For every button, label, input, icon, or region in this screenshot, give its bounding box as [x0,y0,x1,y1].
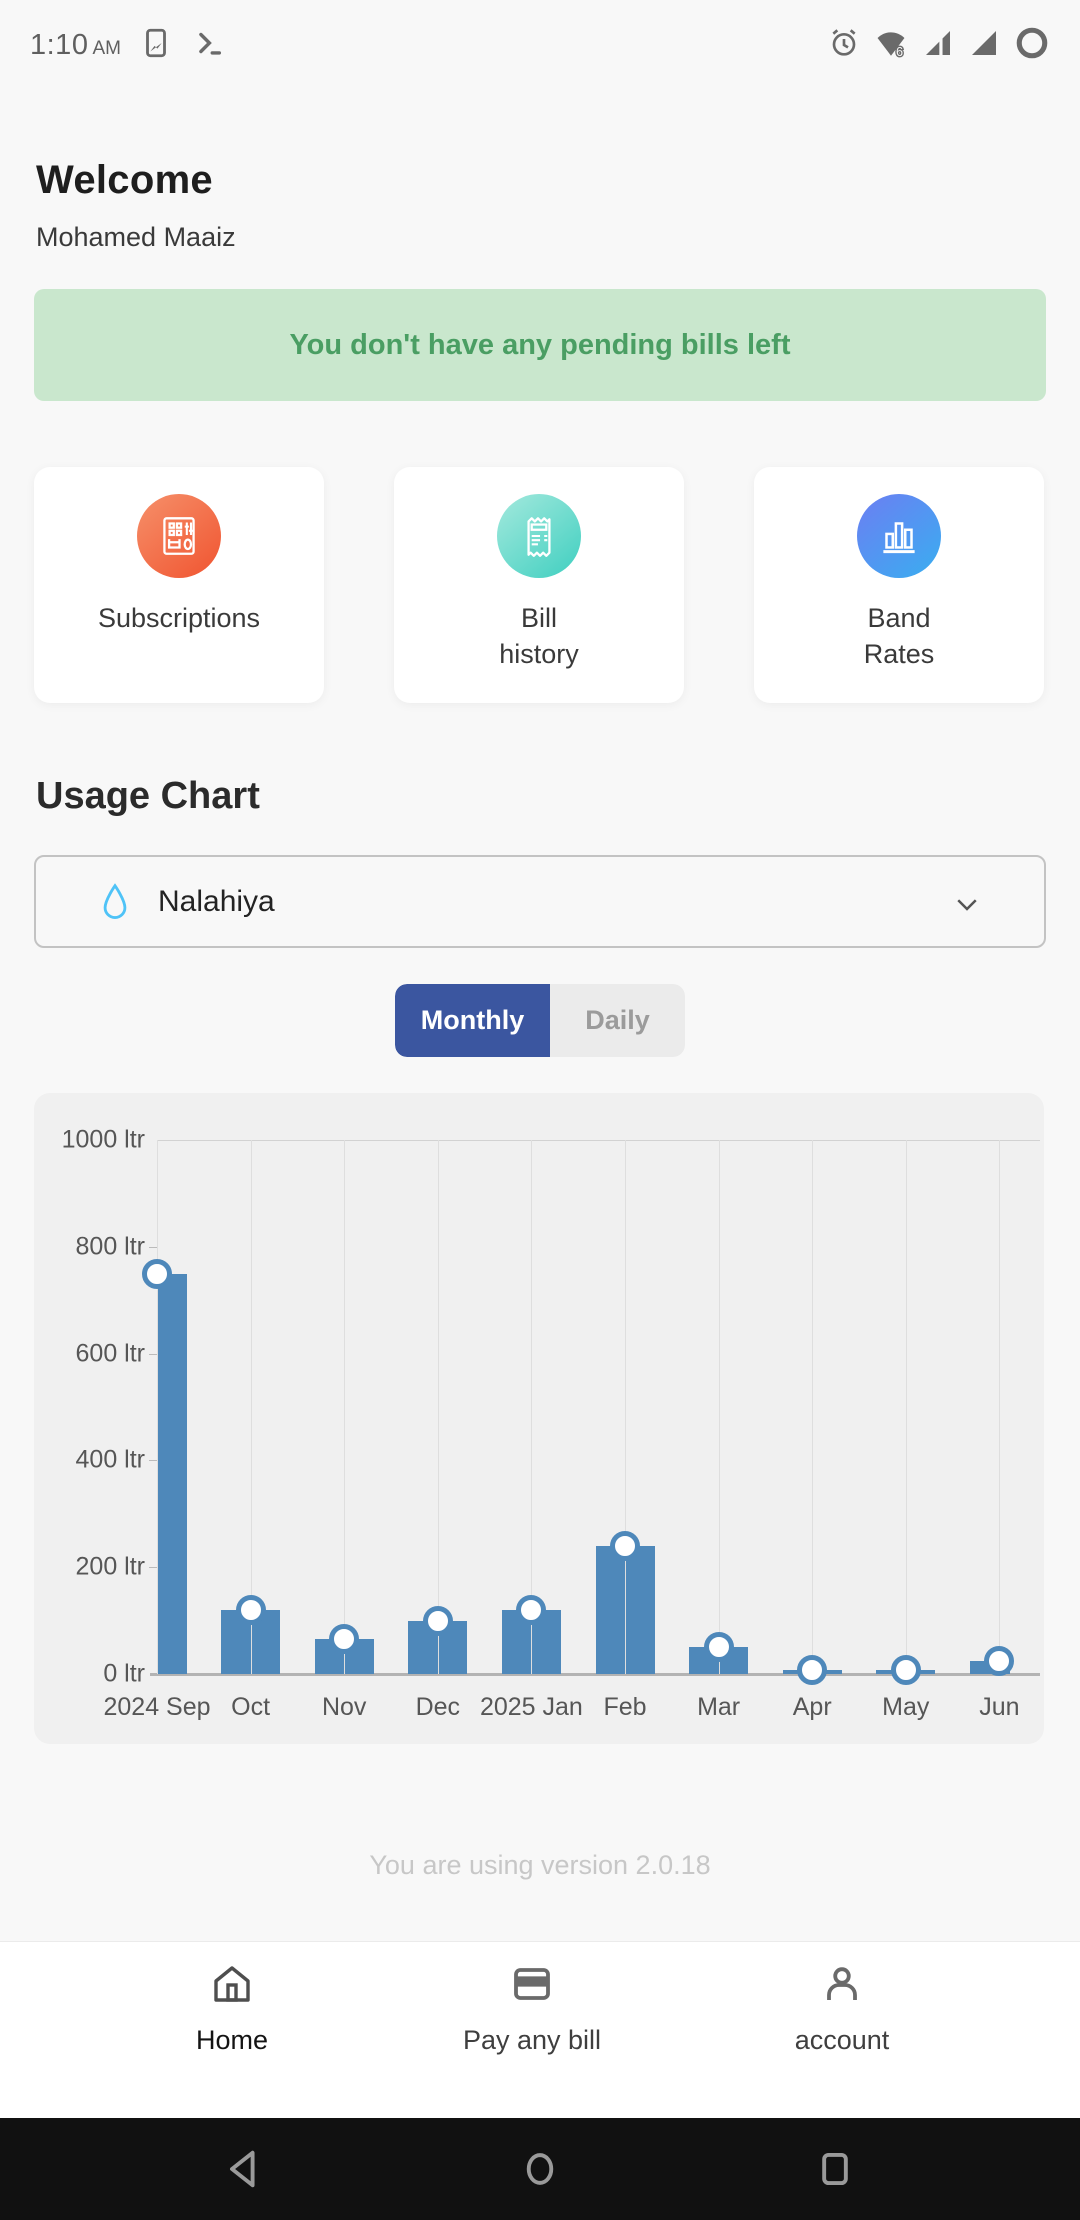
terminal-icon [191,26,225,65]
nav-label-home: Home [195,2025,269,2055]
water-drop-icon [98,882,132,922]
x-tick-label: Dec [415,1693,461,1721]
x-tick-label: 2025 Jan [479,1693,583,1721]
y-axis-tick [149,1353,157,1355]
person-icon [818,1960,866,2013]
x-tick-label: Nov [321,1693,367,1721]
bar-chart-icon [857,494,941,578]
x-tick-label: Feb [603,1693,647,1721]
status-bar: 1:10 AM 6 [0,0,1080,90]
android-navigation-bar [0,2118,1080,2220]
status-time: 1:10 AM [30,28,121,61]
y-axis-tick [149,1567,157,1569]
bar-marker [235,1594,266,1625]
receipt-icon [497,494,581,578]
bar-marker [797,1654,828,1685]
bar-marker [329,1624,360,1655]
x-tick-label: Apr [792,1693,832,1721]
android-home-button[interactable] [510,2139,570,2199]
alarm-icon [828,27,860,64]
band-rates-label: Band Rates [863,603,935,669]
bar-marker [516,1594,547,1625]
no-pending-bills-banner: You don't have any pending bills left [34,289,1046,401]
android-recents-button[interactable] [805,2139,865,2199]
chart-gridline [812,1140,814,1674]
y-tick-label: 1000 ltr [61,1125,145,1154]
chart-gridline [718,1140,720,1674]
nav-item-pay-any-bill[interactable]: Pay any bill [422,1960,642,2056]
home-icon [208,1960,256,2013]
bottom-navigation: Home Pay any bill account [0,1942,1080,2118]
band-rates-card[interactable]: Band Rates [754,467,1044,703]
chart-top-gridline [157,1140,1040,1141]
usage-chart-title: Usage Chart [36,775,260,817]
android-back-button[interactable] [215,2139,275,2199]
x-tick-label: Mar [697,1693,741,1721]
y-tick-label: 600 ltr [75,1339,145,1368]
y-axis-tick [149,1246,157,1248]
signal-icon [922,27,954,64]
wifi6-icon: 6 [874,26,908,65]
bar-marker [890,1654,921,1685]
chart-x-axis [150,1673,1040,1676]
subscriptions-label: Subscriptions [97,603,261,633]
tab-daily[interactable]: Daily [550,984,685,1057]
bar-marker [422,1605,453,1636]
chevron-down-icon [952,889,982,924]
chart-gridline [250,1140,252,1674]
user-name: Mohamed Maaiz [36,222,236,252]
bar[interactable] [157,1273,187,1674]
selected-meter-name: Nalahiya [158,884,275,918]
subscriptions-card[interactable]: Subscriptions [34,467,324,703]
chart-gridline [531,1140,533,1674]
y-tick-label: 200 ltr [75,1552,145,1581]
chart-gridline [344,1140,346,1674]
x-tick-label: 2024 Sep [103,1693,211,1721]
svg-text:6: 6 [896,43,903,58]
bar-marker [610,1530,640,1561]
chart-gridline [625,1140,626,1674]
chart-gridline [157,1140,158,1674]
chart-gridline [999,1140,1001,1674]
chart-gridline [437,1140,439,1674]
card-icon [508,1960,556,2013]
x-tick-label: Oct [231,1693,271,1721]
y-tick-label: 800 ltr [75,1232,145,1261]
banner-text: You don't have any pending bills left [289,328,791,361]
chart-gridline [905,1140,907,1674]
usage-bar-chart: 0 ltr 200 ltr 400 ltr 600 ltr 800 ltr 1000 lt… [34,1093,1044,1744]
signal-icon [968,27,1000,64]
bill-history-card[interactable]: Bill history [394,467,684,703]
nav-item-home[interactable]: Home [122,1960,342,2056]
tab-monthly[interactable]: Monthly [395,984,550,1057]
bar-marker [984,1645,1015,1676]
meter-selector-dropdown[interactable]: Nalahiya [34,855,1046,948]
nav-item-account[interactable]: account [732,1960,952,2056]
battery-ring-icon [1014,25,1050,66]
nav-label-pay-any-bill: Pay any bill [462,2025,602,2055]
chart-bars-layer [157,1140,1010,1674]
screenshot-icon [139,26,173,65]
x-tick-label: Jun [979,1693,1020,1721]
period-toggle: Monthly Daily [395,984,685,1057]
nav-label-account: account [794,2025,890,2055]
page-title: Welcome [36,158,213,202]
y-axis-tick [149,1460,157,1462]
meter-control-icon [137,494,221,578]
bar-marker [703,1632,734,1663]
bar-marker [142,1258,172,1289]
bill-history-label: Bill history [499,603,579,669]
y-tick-label: 400 ltr [75,1445,145,1474]
version-note: You are using version 2.0.18 [369,1850,711,1880]
x-tick-label: May [882,1693,930,1721]
y-tick-label: 0 ltr [103,1659,145,1688]
